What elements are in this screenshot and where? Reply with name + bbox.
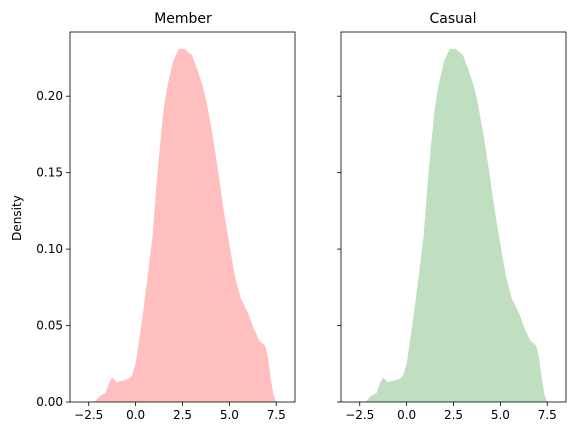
panel-casual-x-tick-label: 0.0	[397, 408, 416, 422]
panel-member-y-tick-label: 0.10	[36, 242, 63, 256]
panel-member-y-tick-label: 0.05	[36, 319, 63, 333]
panel-member-title: Member	[154, 11, 212, 27]
panel-member: Member Density −2.5 0.0 2.5 5.0 7.5 0.00 0.05…	[10, 11, 296, 422]
panel-casual-x-tick-label: 7.5	[538, 408, 557, 422]
panel-casual-x-tick-label: 5.0	[491, 408, 510, 422]
panel-casual-y-ticks	[337, 95, 341, 403]
panel-casual: Casual −2.5 0.0 2.5 5.0 7.5	[337, 11, 567, 422]
panel-member-x-tick-label: 2.5	[173, 408, 192, 422]
panel-casual-frame	[340, 31, 567, 403]
panel-member-x-tick-label: 0.0	[126, 408, 145, 422]
panel-member-y-tick-label: 0.20	[36, 89, 63, 103]
panel-member-plot-area	[94, 48, 277, 402]
panel-member-density-area	[94, 48, 277, 402]
panel-member-x-tick-label: 7.5	[267, 408, 286, 422]
panel-casual-density-area	[365, 48, 548, 402]
panel-casual-x-tick-label: 2.5	[444, 408, 463, 422]
panel-casual-x-tick-label: −2.5	[345, 408, 374, 422]
panel-member-x-tick-label: 5.0	[220, 408, 239, 422]
panel-member-y-tick-label: 0.00	[36, 395, 63, 409]
panel-member-frame	[69, 31, 296, 403]
panel-member-y-tick-label: 0.15	[36, 166, 63, 180]
panel-casual-title: Casual	[430, 11, 477, 27]
panel-member-x-tick-label: −2.5	[74, 408, 103, 422]
panel-member-x-ticks: −2.5 0.0 2.5 5.0 7.5	[74, 402, 286, 422]
panel-casual-plot-area	[365, 48, 548, 402]
y-axis-label: Density	[10, 195, 24, 241]
panel-member-y-ticks: 0.00 0.05 0.10 0.15 0.20	[36, 89, 70, 409]
panel-casual-x-ticks: −2.5 0.0 2.5 5.0 7.5	[345, 402, 557, 422]
